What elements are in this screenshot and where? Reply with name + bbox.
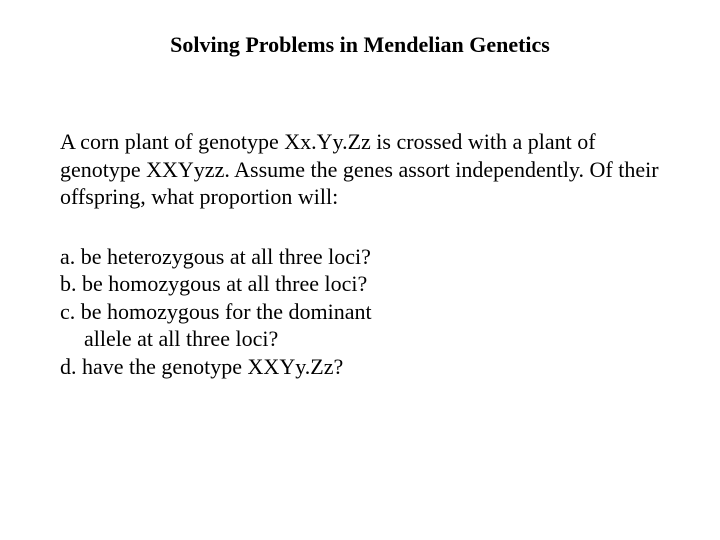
- question-c-label: c: [60, 299, 70, 324]
- question-b: b. be homozygous at all three loci?: [60, 270, 660, 298]
- question-c-sep: .: [70, 299, 81, 324]
- slide-container: Solving Problems in Mendelian Genetics A…: [0, 0, 720, 540]
- question-a: a. be heterozygous at all three loci?: [60, 243, 660, 271]
- question-c-text-line2: allele at all three loci?: [84, 326, 278, 351]
- question-b-label: b: [60, 271, 71, 296]
- question-c-text-line1: be homozygous for the dominant: [81, 299, 372, 324]
- question-a-sep: .: [70, 244, 81, 269]
- problem-statement: A corn plant of genotype Xx.Yy.Zz is cro…: [60, 128, 660, 211]
- question-a-text: be heterozygous at all three loci?: [81, 244, 371, 269]
- slide-title: Solving Problems in Mendelian Genetics: [130, 32, 590, 58]
- question-list: a. be heterozygous at all three loci? b.…: [60, 243, 660, 381]
- question-a-label: a: [60, 244, 70, 269]
- question-b-sep: .: [71, 271, 82, 296]
- question-d-sep: .: [71, 354, 82, 379]
- question-d: d. have the genotype XXYy.Zz?: [60, 353, 660, 381]
- question-d-text: have the genotype XXYy.Zz?: [82, 354, 343, 379]
- question-b-text: be homozygous at all three loci?: [82, 271, 367, 296]
- question-d-label: d: [60, 354, 71, 379]
- question-c-line2: allele at all three loci?: [60, 325, 660, 353]
- question-c: c. be homozygous for the dominant: [60, 298, 660, 326]
